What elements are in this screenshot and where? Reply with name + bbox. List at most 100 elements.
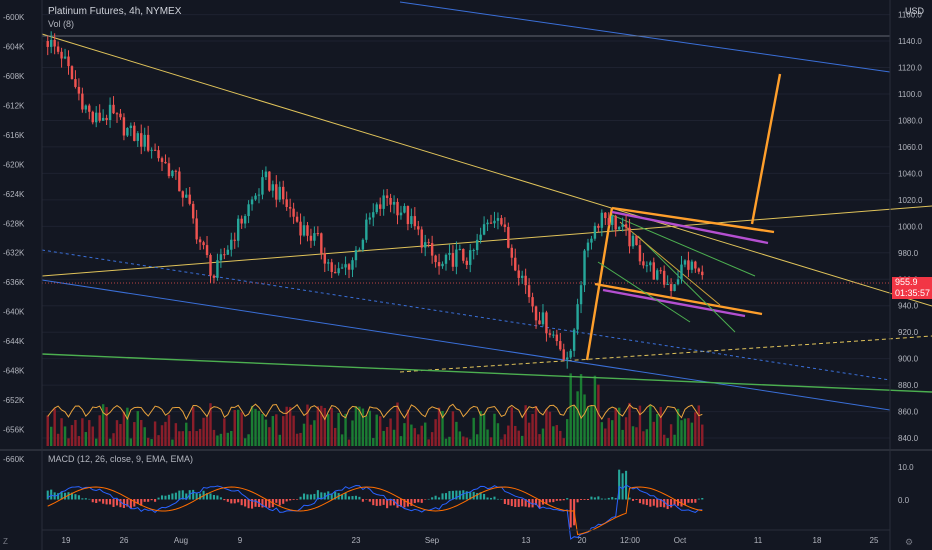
candle-body <box>631 235 635 247</box>
candle-body <box>320 233 323 254</box>
macd-histogram-bar <box>296 499 299 500</box>
macd-histogram-bar <box>205 493 209 500</box>
volume-bar <box>153 421 157 446</box>
candle-body <box>254 195 257 200</box>
macd-indicator-label[interactable]: MACD (12, 26, close, 9, EMA, EMA) <box>48 454 194 464</box>
macd-histogram-bar <box>524 499 527 507</box>
candle-body <box>403 206 406 213</box>
volume-bar <box>261 413 264 446</box>
volume-bar <box>77 436 81 446</box>
volume-bar <box>621 429 624 446</box>
volume-bar <box>306 404 309 446</box>
volume-tick-label: -628K <box>3 219 25 228</box>
volume-bar <box>652 421 655 446</box>
time-axis[interactable]: 19 26 Aug 9 23 Sep 13 20 12:00 Oct 11 18 25 <box>42 529 890 545</box>
candle-body <box>607 218 610 225</box>
macd-histogram-bar <box>327 491 330 500</box>
volume-bar <box>212 429 216 446</box>
volume-bar <box>323 407 326 446</box>
macd-histogram-bar <box>320 492 323 500</box>
candle-body <box>479 234 482 240</box>
volume-bar <box>565 419 569 446</box>
macd-histogram-bar <box>451 490 454 500</box>
candle-body <box>63 56 67 59</box>
candle-body <box>133 125 136 141</box>
volume-bar <box>420 425 423 446</box>
candle-body <box>662 270 666 285</box>
candle-body <box>385 195 389 198</box>
macd-histogram-bar <box>185 493 188 500</box>
macd-histogram-bar <box>347 496 351 500</box>
candle-body <box>84 105 88 110</box>
volume-bar <box>247 434 250 446</box>
volume-tick-label: -600K <box>3 13 25 22</box>
candle-body <box>514 257 517 271</box>
macd-histogram-bar <box>670 499 673 508</box>
candle-body <box>49 39 53 47</box>
macd-histogram-bar <box>358 496 361 500</box>
gear-icon[interactable]: ⚙ <box>905 537 914 547</box>
macd-histogram-bar <box>226 499 229 502</box>
macd-histogram-bar <box>64 492 67 500</box>
candle-body <box>60 51 63 59</box>
macd-histogram-bar <box>164 495 167 500</box>
candle-body <box>316 233 320 235</box>
volume-bar <box>91 426 94 446</box>
volume-bar <box>230 430 233 446</box>
macd-histogram-bar <box>136 499 139 504</box>
macd-histogram-bar <box>77 495 80 500</box>
volume-indicator-label[interactable]: Vol (8) <box>48 19 75 29</box>
candle-body <box>635 235 638 246</box>
macd-histogram-bar <box>666 499 669 510</box>
volume-bar <box>181 431 185 446</box>
volume-bar <box>690 422 694 446</box>
time-tick-label: Sep <box>425 536 440 545</box>
candle-body <box>295 216 299 222</box>
macd-histogram-bar <box>323 492 326 500</box>
macd-histogram-bar <box>427 498 430 500</box>
macd-histogram-bar <box>642 499 645 505</box>
macd-histogram-bar <box>534 499 538 506</box>
candle-body <box>375 204 378 213</box>
macd-histogram-bar <box>566 498 569 500</box>
macd-histogram-bar <box>659 499 662 507</box>
candle-body <box>275 184 278 200</box>
candle-body <box>285 199 288 208</box>
price-tick-label: 900.0 <box>898 355 919 364</box>
macd-histogram-bar <box>240 499 243 506</box>
macd-histogram-bar <box>244 499 247 507</box>
price-tick-label: 1160.0 <box>898 11 922 20</box>
price-axis[interactable]: 840.0860.0880.0900.0920.0940.0960.0980.0… <box>889 0 923 550</box>
macd-histogram-bar <box>181 490 184 500</box>
volume-bar <box>223 418 226 446</box>
macd-histogram-bar <box>219 497 222 500</box>
macd-histogram-bar <box>122 499 125 508</box>
support-line <box>41 353 932 393</box>
volume-tick-label: -660K <box>3 455 25 464</box>
macd-histogram-bar <box>559 499 562 501</box>
macd-histogram-bar <box>316 490 319 500</box>
volume-bar <box>313 420 316 446</box>
macd-histogram-bar <box>105 499 108 505</box>
macd-histogram-bar <box>420 499 423 503</box>
volume-bar <box>365 415 368 446</box>
candle-body <box>628 227 631 247</box>
macd-histogram-bar <box>379 499 382 506</box>
volume-bar <box>49 426 53 446</box>
macd-tick-label: 10.0 <box>898 463 914 472</box>
candle-body <box>590 238 593 243</box>
volume-bar <box>541 428 545 446</box>
macd-histogram-bar <box>604 498 607 500</box>
candle-body <box>358 249 361 251</box>
volume-bar <box>302 423 306 446</box>
volume-bar <box>659 406 662 446</box>
macd-histogram-bar <box>555 499 558 501</box>
candle-body <box>216 260 219 278</box>
trend-line-dashed <box>399 335 932 373</box>
candle-body <box>562 349 565 360</box>
volume-bar <box>295 433 299 446</box>
volume-bar <box>552 426 555 446</box>
zoom-button[interactable]: Z <box>3 537 8 546</box>
candle-body <box>604 212 607 219</box>
